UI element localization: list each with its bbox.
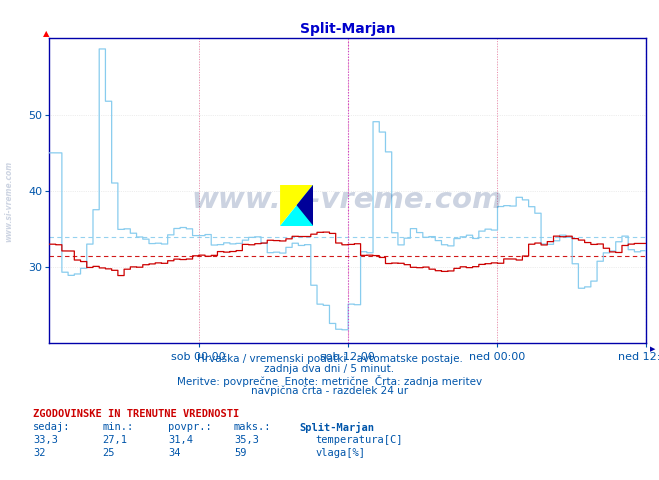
Text: povpr.:: povpr.:: [168, 422, 212, 432]
Text: navpična črta - razdelek 24 ur: navpična črta - razdelek 24 ur: [251, 385, 408, 396]
Text: 32: 32: [33, 448, 45, 458]
Text: maks.:: maks.:: [234, 422, 272, 432]
Text: 59: 59: [234, 448, 246, 458]
Text: 35,3: 35,3: [234, 435, 259, 445]
Text: Hrvaška / vremenski podatki - avtomatske postaje.: Hrvaška / vremenski podatki - avtomatske…: [196, 354, 463, 364]
Polygon shape: [280, 185, 313, 226]
Text: min.:: min.:: [102, 422, 133, 432]
Text: ▲: ▲: [43, 29, 50, 38]
Text: zadnja dva dni / 5 minut.: zadnja dva dni / 5 minut.: [264, 364, 395, 374]
Text: 33,3: 33,3: [33, 435, 58, 445]
Text: www.si-vreme.com: www.si-vreme.com: [192, 186, 503, 214]
Polygon shape: [280, 185, 313, 226]
Text: vlaga[%]: vlaga[%]: [315, 448, 365, 458]
Text: Split-Marjan: Split-Marjan: [300, 422, 375, 433]
Title: Split-Marjan: Split-Marjan: [300, 22, 395, 36]
Text: www.si-vreme.com: www.si-vreme.com: [4, 161, 13, 242]
Text: 27,1: 27,1: [102, 435, 127, 445]
Text: ZGODOVINSKE IN TRENUTNE VREDNOSTI: ZGODOVINSKE IN TRENUTNE VREDNOSTI: [33, 409, 239, 419]
Text: 34: 34: [168, 448, 181, 458]
Polygon shape: [297, 185, 313, 226]
Text: ▶: ▶: [650, 346, 655, 352]
Text: 31,4: 31,4: [168, 435, 193, 445]
Text: Meritve: povprečne  Enote: metrične  Črta: zadnja meritev: Meritve: povprečne Enote: metrične Črta:…: [177, 375, 482, 387]
Text: temperatura[C]: temperatura[C]: [315, 435, 403, 445]
Text: 25: 25: [102, 448, 115, 458]
Text: sedaj:: sedaj:: [33, 422, 71, 432]
